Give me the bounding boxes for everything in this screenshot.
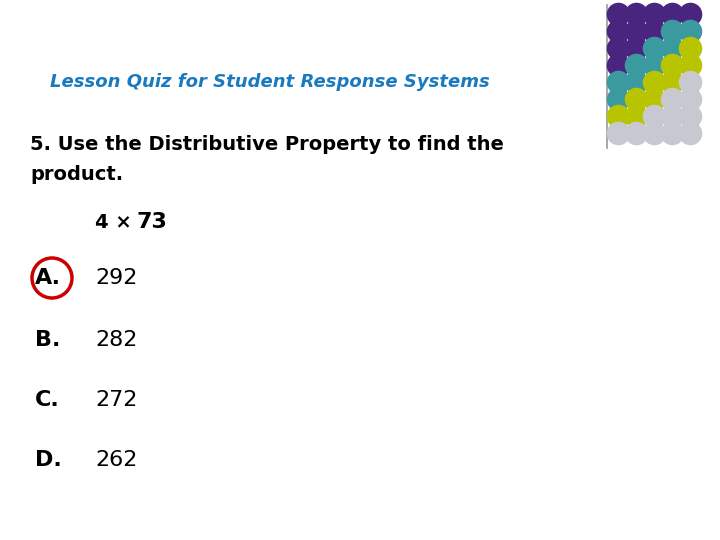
Point [666, 10, 678, 18]
Text: 5. Use the Distributive Property to find the: 5. Use the Distributive Property to find… [30, 136, 504, 154]
Point [684, 94, 696, 103]
Point [648, 44, 660, 52]
Text: product.: product. [30, 165, 123, 185]
Point [630, 78, 642, 86]
Point [684, 26, 696, 35]
Text: C.: C. [35, 390, 60, 410]
Text: B.: B. [35, 330, 60, 350]
Point [648, 112, 660, 120]
Point [612, 44, 624, 52]
Point [684, 44, 696, 52]
Point [666, 78, 678, 86]
Point [630, 112, 642, 120]
Point [630, 129, 642, 137]
Point [684, 129, 696, 137]
Point [648, 60, 660, 69]
Text: 282: 282 [95, 330, 138, 350]
Text: 262: 262 [95, 450, 138, 470]
Point [684, 60, 696, 69]
Point [684, 10, 696, 18]
Point [648, 94, 660, 103]
Point [612, 10, 624, 18]
Text: A.: A. [35, 268, 61, 288]
Point [666, 112, 678, 120]
Point [666, 60, 678, 69]
Text: 272: 272 [95, 390, 138, 410]
Point [684, 78, 696, 86]
Point [648, 78, 660, 86]
Point [612, 112, 624, 120]
Text: 73: 73 [137, 212, 168, 232]
Point [630, 94, 642, 103]
Point [666, 26, 678, 35]
Point [666, 129, 678, 137]
Point [648, 10, 660, 18]
Point [630, 44, 642, 52]
Text: 4 ×: 4 × [95, 213, 138, 232]
Text: D.: D. [35, 450, 62, 470]
Point [648, 129, 660, 137]
Point [630, 60, 642, 69]
Point [684, 112, 696, 120]
Text: Lesson Quiz for Student Response Systems: Lesson Quiz for Student Response Systems [50, 73, 490, 91]
Point [612, 129, 624, 137]
Point [612, 94, 624, 103]
Point [666, 94, 678, 103]
Point [630, 26, 642, 35]
Point [630, 10, 642, 18]
Point [666, 44, 678, 52]
Point [612, 26, 624, 35]
Text: 292: 292 [95, 268, 138, 288]
Point [648, 26, 660, 35]
Point [612, 78, 624, 86]
Point [612, 60, 624, 69]
